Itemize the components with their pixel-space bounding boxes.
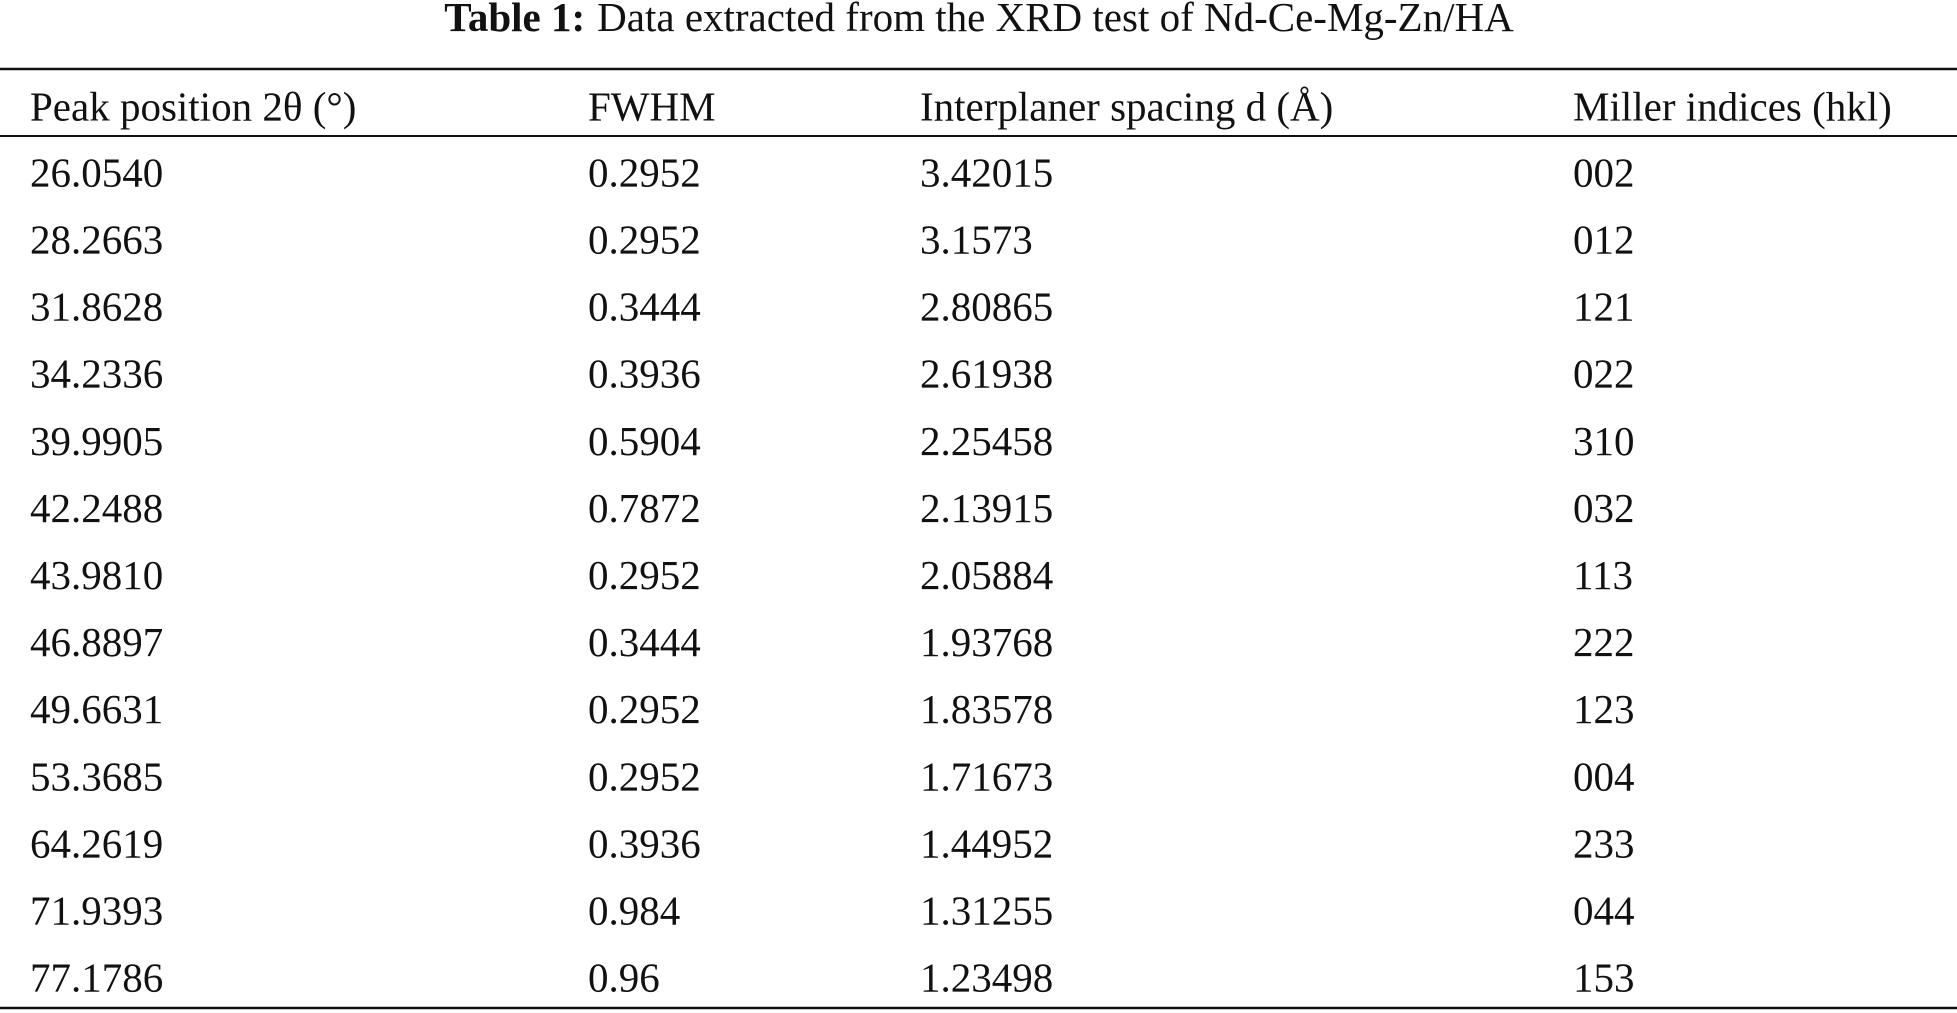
table-cell: 123 <box>1573 686 1635 732</box>
table-cell: 53.3685 <box>30 753 163 799</box>
header-cell: Peak position 2θ (°) <box>30 83 356 129</box>
table-cell: 222 <box>1573 619 1635 665</box>
header-cell: Miller indices (hkl) <box>1573 83 1892 129</box>
table-cell: 0.2952 <box>588 217 701 263</box>
table-cell: 0.7872 <box>588 485 701 531</box>
table-cell: 71.9393 <box>30 888 163 934</box>
table-cell: 26.0540 <box>30 149 163 195</box>
table-cell: 0.96 <box>588 955 660 1001</box>
table-cell: 0.3936 <box>588 820 701 866</box>
table-cell: 3.42015 <box>920 149 1053 195</box>
table-cell: 43.9810 <box>30 552 163 598</box>
table-cell: 1.44952 <box>920 820 1053 866</box>
table-cell: 1.23498 <box>920 955 1053 1001</box>
table-cell: 2.13915 <box>920 485 1053 531</box>
header-cell: Interplaner spacing d (Å) <box>920 83 1333 129</box>
table-cell: 121 <box>1573 284 1635 330</box>
table-cell: 1.83578 <box>920 686 1053 732</box>
table-cell: 004 <box>1573 753 1635 799</box>
table-cell: 0.2952 <box>588 552 701 598</box>
table-caption: Table 1: Data extracted from the XRD test… <box>444 0 1514 40</box>
table-cell: 002 <box>1573 149 1635 195</box>
caption-text: Data extracted from the XRD test of Nd-C… <box>597 0 1514 40</box>
table-cell: 34.2336 <box>30 351 163 397</box>
table-cell: 0.3936 <box>588 351 701 397</box>
table-cell: 022 <box>1573 351 1635 397</box>
table-cell: 1.93768 <box>920 619 1053 665</box>
table-cell: 31.8628 <box>30 284 163 330</box>
table-cell: 310 <box>1573 418 1635 464</box>
table-cell: 0.5904 <box>588 418 701 464</box>
table-cell: 113 <box>1573 552 1633 598</box>
table-cell: 64.2619 <box>30 820 163 866</box>
table-cell: 2.05884 <box>920 552 1053 598</box>
table-cell: 77.1786 <box>30 955 163 1001</box>
table-cell: 2.25458 <box>920 418 1053 464</box>
caption-label: Table 1: <box>444 0 585 40</box>
table-cell: 0.984 <box>588 888 680 934</box>
table-cell: 0.2952 <box>588 753 701 799</box>
table-cell: 0.2952 <box>588 686 701 732</box>
table-cell: 3.1573 <box>920 217 1033 263</box>
table-cell: 044 <box>1573 888 1635 934</box>
table-cell: 032 <box>1573 485 1635 531</box>
table-cell: 49.6631 <box>30 686 163 732</box>
table-cell: 2.61938 <box>920 351 1053 397</box>
table-cell: 39.9905 <box>30 418 163 464</box>
table-cell: 0.3444 <box>588 619 701 665</box>
table-cell: 1.31255 <box>920 888 1053 934</box>
header-cell: FWHM <box>588 83 716 129</box>
table-cell: 0.2952 <box>588 149 701 195</box>
table-cell: 42.2488 <box>30 485 163 531</box>
table-cell: 46.8897 <box>30 619 163 665</box>
table-cell: 28.2663 <box>30 217 163 263</box>
table-cell: 012 <box>1573 217 1635 263</box>
table-cell: 0.3444 <box>588 284 701 330</box>
table-cell: 153 <box>1573 955 1635 1001</box>
table-cell: 233 <box>1573 820 1635 866</box>
table-cell: 1.71673 <box>920 753 1053 799</box>
table-cell: 2.80865 <box>920 284 1053 330</box>
